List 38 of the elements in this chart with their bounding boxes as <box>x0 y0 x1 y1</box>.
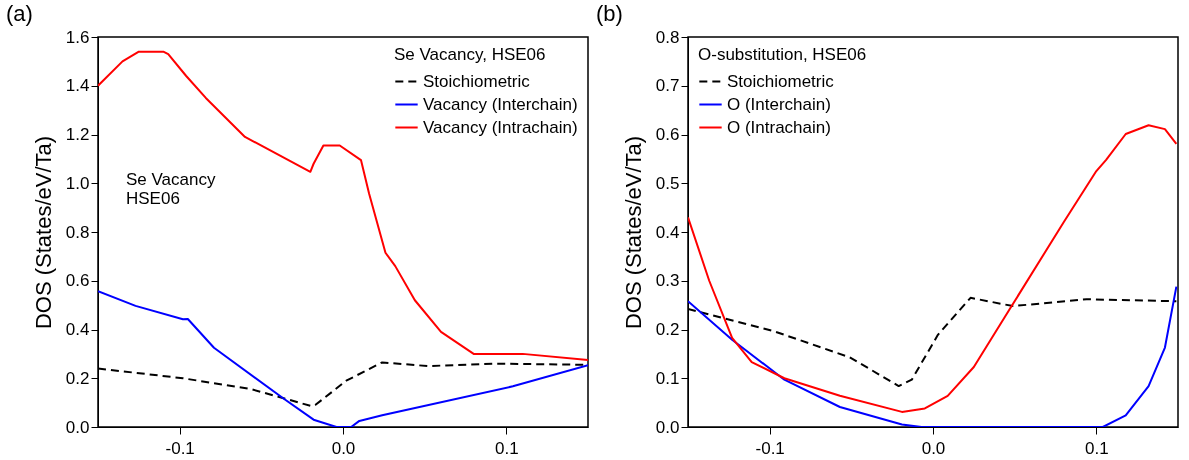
y-tick-label: 0.8 <box>655 27 680 47</box>
legend-label: O (Interchain) <box>727 94 831 114</box>
y-tick-label: 0.6 <box>65 271 90 291</box>
x-tick-label: 0.0 <box>331 438 356 458</box>
annotation: Se Vacancy HSE06 <box>126 170 216 208</box>
legend-label: Stoichiometric <box>727 71 835 91</box>
chart-title: (a) <box>6 1 33 26</box>
y-tick-label: 1.0 <box>65 173 90 193</box>
y-tick-label: 0.5 <box>655 173 680 193</box>
line-series <box>98 50 588 361</box>
x-tick-label: -0.1 <box>165 438 195 458</box>
y-tick-label: 0.0 <box>655 417 680 437</box>
chart-title: (b) <box>596 1 623 26</box>
legend-label: Stoichiometric <box>423 71 531 91</box>
y-tick-label: 0.1 <box>655 368 680 388</box>
legend-label: Vacancy (Intrachain) <box>423 117 578 137</box>
y-axis-title: DOS (States/eV/Ta) <box>30 135 56 330</box>
y-tick-label: 0.6 <box>655 125 680 144</box>
y-tick-label: 0.8 <box>65 222 90 242</box>
y-tick-label: 0.4 <box>655 222 680 242</box>
x-tick-label: 0.1 <box>1085 438 1109 458</box>
y-axis-title: DOS (States/eV/Ta) <box>620 135 646 330</box>
y-tick-label: 0.3 <box>655 271 680 291</box>
y-tick-label: 0.0 <box>65 417 90 437</box>
legend-label: O (Intrachain) <box>727 117 831 137</box>
y-tick-label: 0.2 <box>65 368 90 388</box>
x-tick-label: 0.0 <box>921 438 946 458</box>
y-tick-label: 0.7 <box>655 76 680 96</box>
x-tick-label: 0.1 <box>495 438 519 458</box>
legend-title: O-substitution, HSE06 <box>698 45 867 64</box>
y-tick-label: 0.4 <box>65 320 90 339</box>
y-tick-label: 1.2 <box>65 125 90 144</box>
y-tick-label: 1.6 <box>65 27 90 47</box>
legend-label: Vacancy (Interchain) <box>423 94 578 114</box>
legend-title: Se Vacancy, HSE06 <box>394 45 546 64</box>
y-tick-label: 0.2 <box>655 320 680 339</box>
x-tick-label: -0.1 <box>755 438 785 458</box>
y-tick-label: 1.4 <box>65 76 90 96</box>
